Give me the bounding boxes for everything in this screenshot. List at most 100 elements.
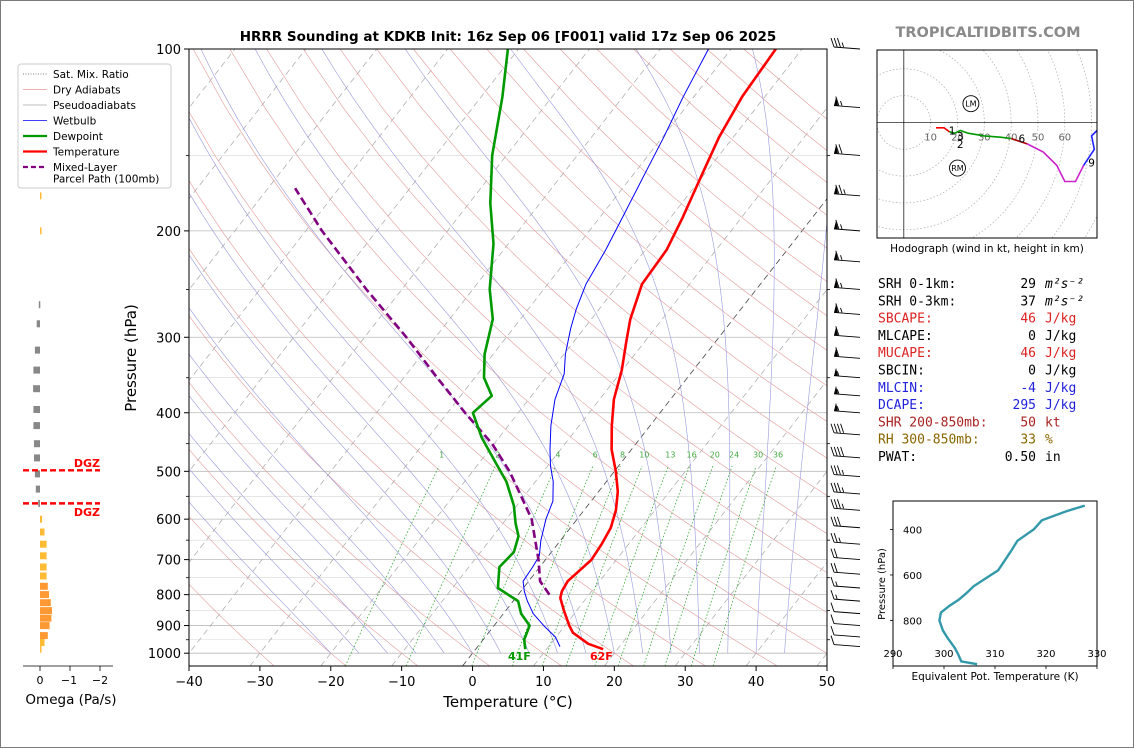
index-unit: J/kg [1045,312,1076,327]
omega-bar [40,582,48,590]
barb-pennant [834,97,838,106]
x-tick-label: 40 [748,675,765,690]
barb-flag [830,482,835,493]
barb-half-flag [843,189,846,194]
temperature-axis-label: Temperature (°C) [442,693,572,711]
barb-flag [833,465,838,475]
barb-staff [833,634,861,638]
mixing-ratio-line [712,465,777,666]
omega-bar [40,515,43,523]
barb-flag [830,516,835,526]
barb-staff [833,410,861,414]
index-value: 50 [1020,415,1036,430]
index-value: 46 [1020,312,1036,327]
wind-barb [833,250,861,263]
barb-flag [836,37,841,48]
omega-bar [40,632,48,640]
barb-flag [833,548,838,558]
legend-label: Pseudoadiabats [53,100,136,112]
theta-e-y-tick-label: 600 [903,571,922,582]
x-tick-label: −30 [246,675,273,690]
barb-flag [840,423,845,433]
wind-barb [830,625,861,638]
hodograph-ring-label: 30 [978,132,991,143]
barb-half-flag [836,371,840,376]
barb-flag [835,144,840,154]
wind-barb [833,144,861,156]
x-tick-label: −10 [388,675,415,690]
barb-flag [830,446,835,456]
index-unit: kt [1045,415,1061,430]
barb-flag [836,446,841,456]
hodograph-segment [949,129,1012,140]
index-label: MUCAPE: [878,346,933,361]
moist-adiabat [189,307,473,654]
omega-bar [40,540,47,548]
omega-bar [33,406,40,413]
barb-flag [830,614,835,624]
hodograph-ring-label: 50 [1032,132,1045,143]
isotherm--50 [189,49,590,563]
sounding-indices: SRH 0-1km: 29 m²s⁻² SRH 0-3km: 37 m²s⁻² SBCAPE… [878,277,1084,465]
barb-flag [836,465,841,475]
barb-half-flag [840,307,843,313]
index-row: SRH 0-3km: 37 m²s⁻² [878,294,1084,309]
barb-half-flag [841,487,845,493]
dgz-top-label: DGZ [74,457,100,470]
isotherm--70 [189,49,448,382]
legend-item: Dewpoint [23,131,103,143]
skewt-background-lines: 1 2 4 6 8 10 13 16 20 24 30 36 [189,49,827,666]
marker-label: LM [965,100,976,109]
barb-flag [835,219,840,230]
barb-staff [833,571,861,575]
wind-barb [830,602,861,615]
barb-staff [833,491,861,495]
omega-bar [40,599,51,607]
moist-adiabat [784,218,827,654]
hodograph-frame [876,49,1098,239]
dry-adiabat [339,49,827,496]
dry-adiabat [192,49,827,654]
omega-axis-label: Omega (Pa/s) [25,692,116,708]
barb-flag [835,96,840,106]
mixing-ratio-line [541,465,621,666]
barb-staff [833,432,861,436]
mixing-ratio-label: 13 [665,451,675,460]
series-mixed-layer-parcel-path-100mb- [294,187,551,596]
wind-barb [833,347,861,359]
barb-flag [830,563,835,573]
index-unit: % [1045,433,1053,448]
barb-flag [830,499,835,509]
barb-pennant [834,185,838,194]
mixing-ratio-line [594,465,669,666]
omega-bar [34,346,40,354]
barb-pennant [834,385,838,394]
index-label: MLCAPE: [878,329,933,344]
barb-flag [836,516,841,526]
isotherm-20 [604,379,827,666]
barb-flag [830,533,835,543]
omega-bar [34,454,40,462]
barb-half-flag [836,406,840,411]
y-tick-label: 1000 [148,647,181,662]
hodograph-height-label: 6 [1019,134,1026,146]
omega-bar [35,485,40,493]
dry-adiabat [189,381,490,666]
omega-bar [40,192,42,200]
x-tick-label: 30 [677,675,694,690]
barb-staff [833,375,861,379]
mixing-ratio-label: 20 [710,451,720,460]
index-unit: J/kg [1045,346,1076,361]
legend-items: Sat. Mix. Ratio Dry Adiabats Pseudoadiabat… [23,69,159,186]
omega-tick-0: 0 [37,674,44,687]
wind-barb [830,482,861,495]
watermark: TROPICALTIDBITS.COM [895,25,1080,41]
index-value: 0 [1028,329,1036,344]
skewt-profiles [294,49,777,651]
dry-adiabat [229,49,827,613]
wind-barb [830,37,861,50]
index-label: PWAT: [878,450,917,465]
barb-staff [833,455,861,459]
barb-flag [840,446,845,456]
index-row: MLCAPE: 0 J/kg [878,329,1076,344]
